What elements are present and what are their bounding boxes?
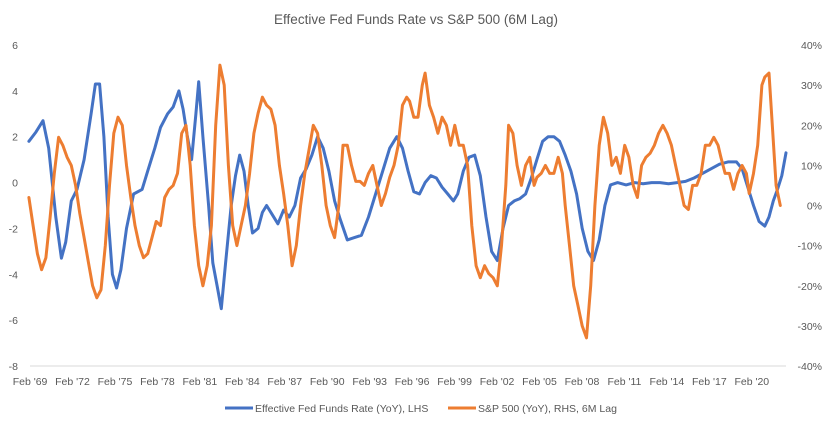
x-tick-label: Feb '11 [607, 376, 641, 388]
x-tick-label: Feb '84 [225, 376, 260, 388]
x-tick-label: Feb '78 [140, 376, 175, 388]
legend-label-fed: Effective Fed Funds Rate (YoY), LHS [255, 403, 428, 415]
x-tick-label: Feb '02 [480, 376, 515, 388]
x-tick-label: Feb '75 [98, 376, 133, 388]
legend-label-spx: S&P 500 (YoY), RHS, 6M Lag [478, 403, 617, 415]
left-tick-label: 4 [12, 86, 18, 98]
right-tick-label: -10% [797, 241, 822, 253]
x-tick-label: Feb '90 [310, 376, 345, 388]
x-tick-label: Feb '81 [183, 376, 218, 388]
x-tick-label: Feb '72 [55, 376, 90, 388]
legend: Effective Fed Funds Rate (YoY), LHS S&P … [225, 403, 617, 415]
chart-title: Effective Fed Funds Rate vs S&P 500 (6M … [274, 12, 558, 27]
x-tick-label: Feb '17 [692, 376, 727, 388]
right-tick-label: -30% [797, 321, 822, 333]
left-tick-label: -2 [9, 223, 18, 235]
left-tick-label: -6 [9, 315, 18, 327]
x-tick-label: Feb '99 [437, 376, 472, 388]
x-tick-label: Feb '14 [650, 376, 685, 388]
right-tick-label: -40% [797, 361, 822, 373]
x-tick-label: Feb '20 [734, 376, 769, 388]
series-layer [27, 63, 788, 340]
series-line-sp500 [27, 63, 782, 340]
left-tick-label: 2 [12, 132, 18, 144]
left-axis: -8 -6 -4 -2 0 2 4 6 [9, 40, 19, 373]
x-tick-label: Feb '05 [522, 376, 557, 388]
x-tick-label: Feb '93 [352, 376, 387, 388]
x-tick-label: Feb '08 [565, 376, 600, 388]
left-tick-label: 0 [12, 178, 18, 190]
x-tick-label: Feb '69 [13, 376, 48, 388]
x-axis: Feb '69 Feb '72 Feb '75 Feb '78 Feb '81 Feb '… [13, 376, 770, 388]
right-tick-label: 10% [801, 160, 822, 172]
right-tick-label: 0% [807, 201, 822, 213]
right-axis: -40% -30% -20% -10% 0% 10% 20% 30% 40% [797, 40, 822, 373]
right-tick-label: 30% [801, 80, 822, 92]
right-tick-label: -20% [797, 281, 822, 293]
left-tick-label: 6 [12, 40, 18, 52]
left-tick-label: -8 [9, 361, 18, 373]
series-line-fed-funds [27, 80, 788, 311]
left-tick-label: -4 [9, 269, 18, 281]
right-tick-label: 20% [801, 120, 822, 132]
x-tick-label: Feb '87 [267, 376, 302, 388]
right-tick-label: 40% [801, 40, 822, 52]
x-tick-label: Feb '96 [395, 376, 430, 388]
